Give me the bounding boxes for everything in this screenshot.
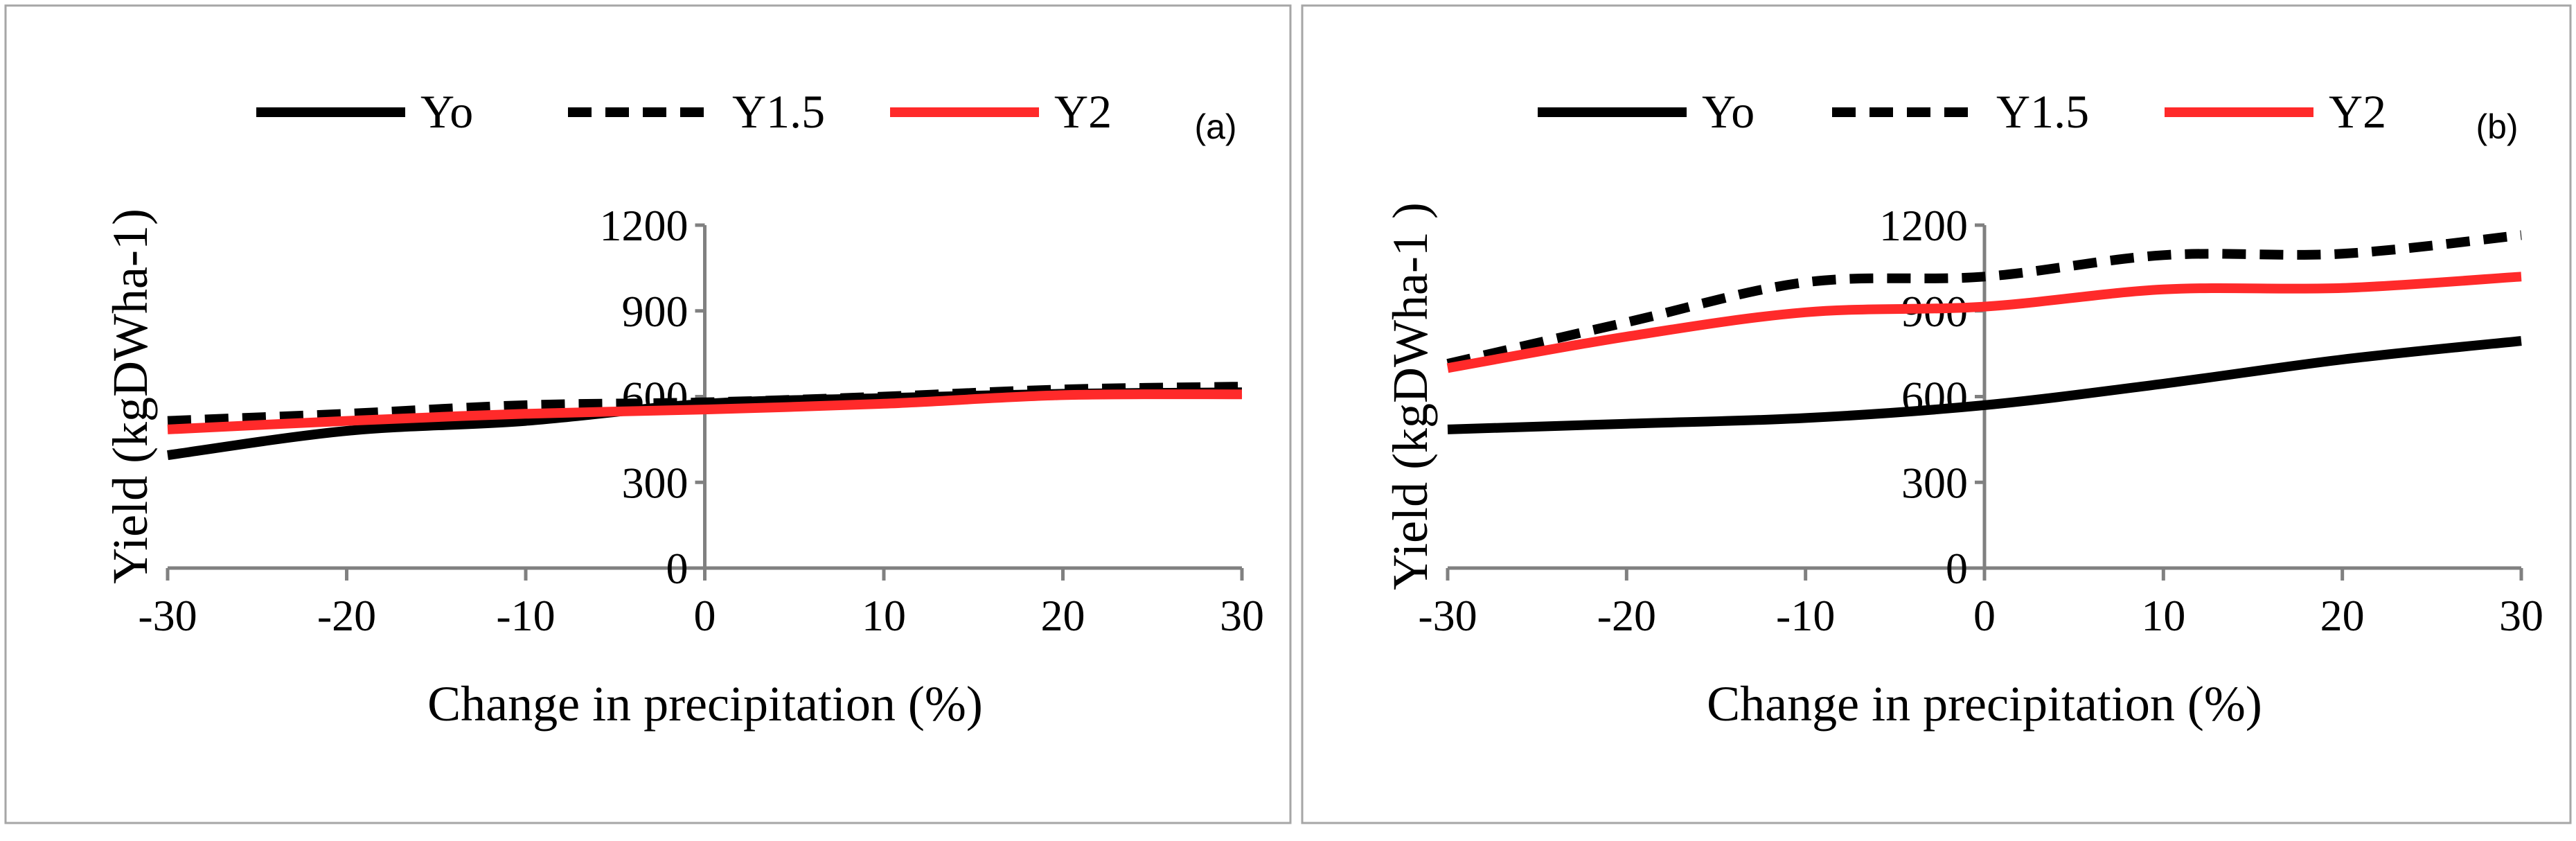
panel-label: (b) [2476,107,2518,146]
x-axis-title: Change in precipitation (%) [427,676,983,732]
x-tick-label: -10 [496,591,555,640]
legend-label: Yo [420,85,473,138]
x-tick-label: -30 [138,591,197,640]
y-tick-label: 0 [1946,544,1968,593]
x-tick-label: 0 [1973,591,1996,640]
legend-label: Y2 [1054,85,1112,138]
x-tick-label: 10 [2141,591,2185,640]
x-axis-title: Change in precipitation (%) [1707,676,2262,732]
x-tick-label: -20 [317,591,376,640]
legend-label: Yo [1702,85,1755,138]
y-tick-label: 0 [666,544,689,593]
x-tick-label: 30 [1220,591,1264,640]
y-tick-label: 300 [1901,458,1968,507]
x-tick-label: -10 [1776,591,1835,640]
series-line-y1-5 [1446,230,2522,369]
y-axis-title: Yield (kgDWha-1 ) [1383,202,1438,590]
y-tick-label: 900 [622,287,689,336]
legend-label: Y1.5 [1996,85,2089,138]
x-tick-label: -30 [1418,591,1477,640]
x-tick-label: 30 [2499,591,2543,640]
y-tick-label: 1200 [1879,201,1968,250]
y-tick-label: 1200 [600,201,689,250]
series-line-y1-5 [167,382,1243,426]
series-line-yo [1447,336,2522,434]
series-line-y2 [1446,272,2522,373]
x-tick-label: 10 [862,591,906,640]
series-line-y2 [167,389,1243,434]
x-tick-label: -20 [1597,591,1656,640]
y-tick-label: 300 [622,458,689,507]
y-axis-title: Yield (kgDWha-1) [103,209,158,584]
x-tick-label: 20 [2320,591,2365,640]
panel-label: (a) [1194,107,1236,146]
x-tick-label: 0 [694,591,716,640]
x-tick-label: 20 [1041,591,1085,640]
legend-label: Y2 [2329,85,2386,138]
legend-label: Y1.5 [732,85,825,138]
